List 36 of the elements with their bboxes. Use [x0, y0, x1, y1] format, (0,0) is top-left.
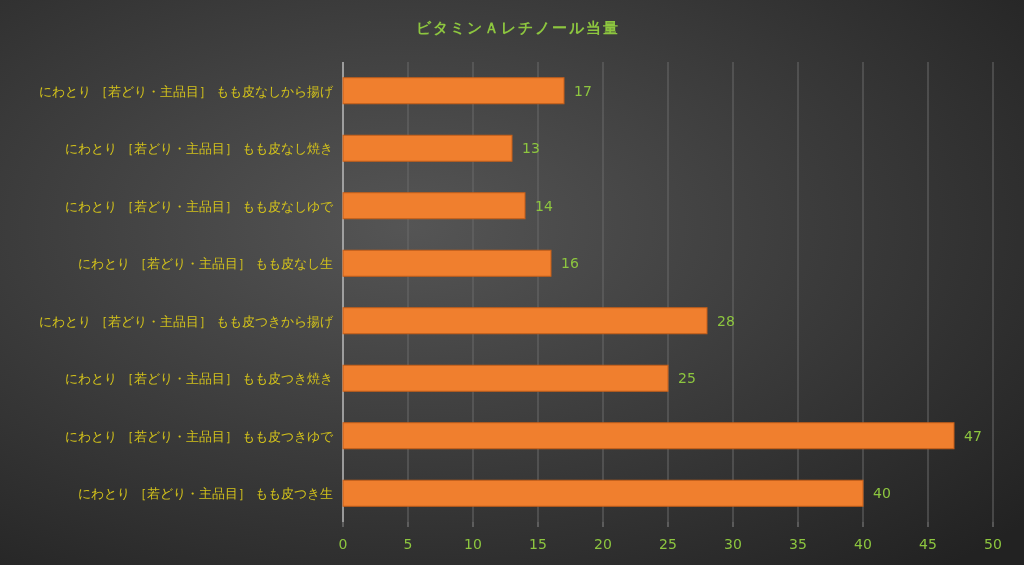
- bar: [342, 479, 864, 507]
- bar: [342, 134, 513, 162]
- x-tick-label: 5: [403, 536, 413, 552]
- data-label: 47: [964, 427, 982, 444]
- bar: [342, 249, 552, 277]
- x-tick-label: 25: [659, 536, 677, 552]
- x-tick-label: 15: [529, 536, 547, 552]
- x-tick-label: 20: [594, 536, 612, 552]
- y-tick-label: にわとり ［若どり・主品目］ もも皮つきから揚げ: [38, 313, 334, 329]
- y-tick-label: にわとり ［若どり・主品目］ もも皮つき生: [77, 486, 333, 502]
- data-label: 13: [522, 140, 540, 157]
- data-label: 16: [561, 255, 579, 272]
- x-tick-label: 0: [338, 536, 348, 552]
- bar: [342, 77, 565, 105]
- y-tick-label: にわとり ［若どり・主品目］ もも皮なしから揚げ: [38, 83, 334, 99]
- bar: [342, 192, 526, 220]
- bar: [342, 422, 955, 450]
- data-label: 28: [717, 312, 735, 329]
- chart-title: ビタミンＡレチノール当量: [416, 19, 620, 37]
- y-tick-label: にわとり ［若どり・主品目］ もも皮つきゆで: [64, 428, 334, 444]
- y-tick-label: にわとり ［若どり・主品目］ もも皮なし生: [77, 256, 333, 272]
- x-tick-label: 30: [724, 536, 742, 552]
- y-tick-label: にわとり ［若どり・主品目］ もも皮なしゆで: [64, 198, 334, 214]
- data-label: 17: [574, 82, 592, 99]
- data-label: 40: [873, 485, 891, 502]
- x-tick-label: 40: [854, 536, 872, 552]
- x-tick-label: 45: [919, 536, 937, 552]
- x-tick-label: 50: [984, 536, 1002, 552]
- data-label: 25: [678, 370, 696, 387]
- bar: [342, 307, 708, 335]
- bar: [342, 364, 669, 392]
- y-tick-label: にわとり ［若どり・主品目］ もも皮なし焼き: [64, 141, 333, 157]
- x-tick-label: 10: [464, 536, 482, 552]
- y-tick-label: にわとり ［若どり・主品目］ もも皮つき焼き: [64, 371, 333, 387]
- x-tick-label: 35: [789, 536, 807, 552]
- data-label: 14: [535, 197, 553, 214]
